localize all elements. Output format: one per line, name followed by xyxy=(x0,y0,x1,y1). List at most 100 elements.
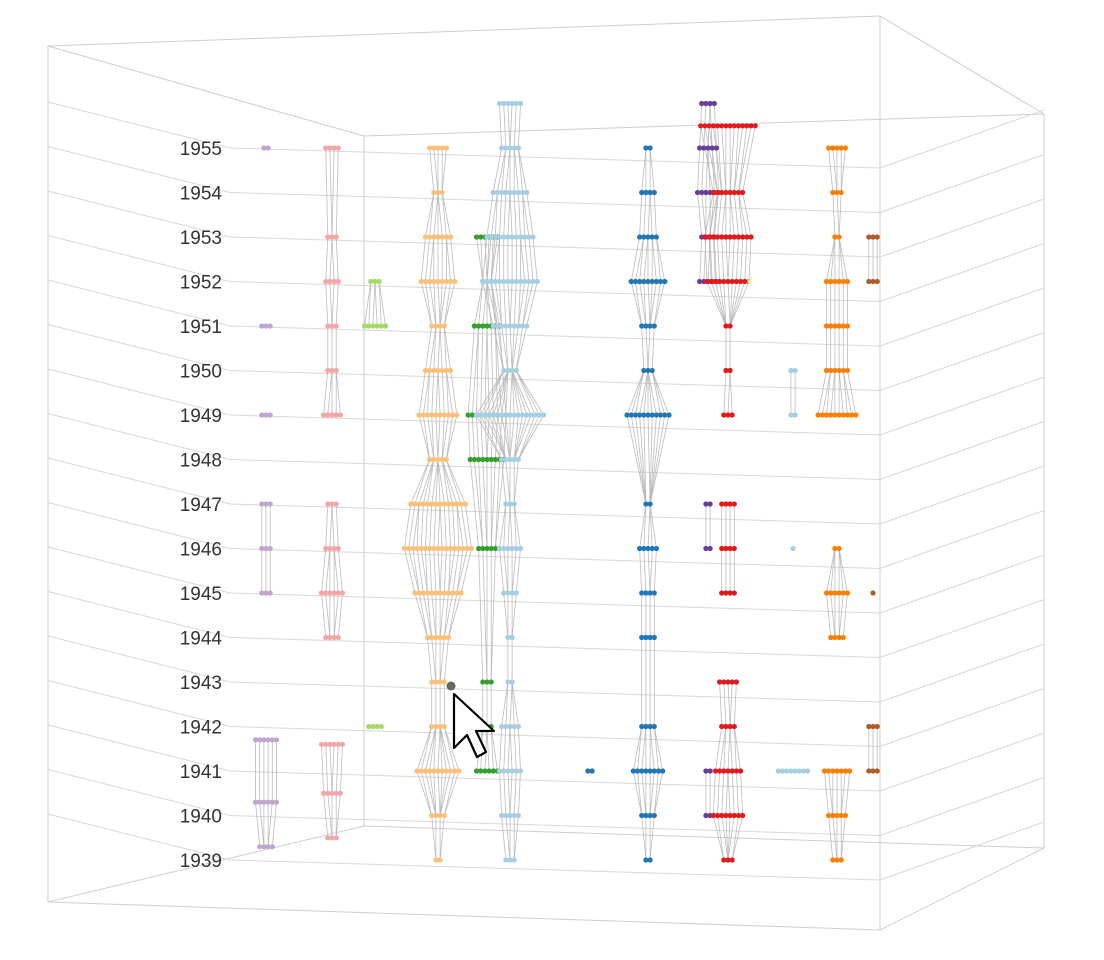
cluster-point[interactable] xyxy=(655,768,662,774)
cluster-point[interactable] xyxy=(838,189,844,196)
cluster-point[interactable] xyxy=(467,456,473,463)
cluster-point[interactable] xyxy=(273,737,280,743)
cluster-point[interactable] xyxy=(335,278,341,285)
cluster-point[interactable] xyxy=(796,768,802,774)
cluster-point[interactable] xyxy=(492,234,498,240)
cluster-point[interactable] xyxy=(870,768,876,774)
cluster-point[interactable] xyxy=(370,723,376,730)
cluster-point[interactable] xyxy=(744,234,750,240)
cluster-point[interactable] xyxy=(515,323,522,329)
cluster-point[interactable] xyxy=(333,367,339,374)
cluster-point[interactable] xyxy=(703,189,709,196)
cluster-point[interactable] xyxy=(870,234,876,240)
cluster-point[interactable] xyxy=(647,323,653,329)
cluster-point[interactable] xyxy=(454,590,460,596)
cluster-point[interactable] xyxy=(520,412,526,418)
cluster-point[interactable] xyxy=(439,367,445,374)
cluster-point[interactable] xyxy=(431,234,437,240)
cluster-point[interactable] xyxy=(494,323,500,329)
cluster-point[interactable] xyxy=(252,799,259,805)
cluster-point[interactable] xyxy=(699,100,705,107)
cluster-point[interactable] xyxy=(530,278,536,285)
cluster-point[interactable] xyxy=(647,768,653,774)
cluster-point[interactable] xyxy=(710,189,716,196)
cluster-point[interactable] xyxy=(645,412,651,418)
cluster-point[interactable] xyxy=(414,545,420,552)
cluster-point[interactable] xyxy=(840,278,846,285)
cluster-point[interactable] xyxy=(323,741,329,747)
cluster-point[interactable] xyxy=(723,545,729,552)
cluster-point[interactable] xyxy=(703,768,709,774)
cluster-point[interactable] xyxy=(694,189,701,196)
cluster-point[interactable] xyxy=(501,100,507,107)
cluster-point[interactable] xyxy=(448,545,454,552)
cluster-point[interactable] xyxy=(488,234,494,240)
cluster-point[interactable] xyxy=(435,145,441,151)
cluster-point[interactable] xyxy=(748,234,754,240)
cluster-point[interactable] xyxy=(429,723,435,730)
cluster-point[interactable] xyxy=(740,812,746,819)
cluster-point[interactable] xyxy=(503,812,509,819)
cluster-point[interactable] xyxy=(473,768,480,774)
cluster-point[interactable] xyxy=(866,278,872,285)
cluster-point[interactable] xyxy=(823,323,830,329)
cluster-point[interactable] xyxy=(727,189,733,196)
cluster-point[interactable] xyxy=(637,412,643,418)
cluster-point[interactable] xyxy=(269,737,275,743)
cluster-point[interactable] xyxy=(452,545,458,552)
cluster-point[interactable] xyxy=(437,812,443,819)
cluster-point[interactable] xyxy=(528,412,534,418)
cluster-point[interactable] xyxy=(828,590,834,596)
cluster-point[interactable] xyxy=(660,768,666,774)
cluster-point[interactable] xyxy=(499,412,505,418)
cluster-point[interactable] xyxy=(725,679,731,685)
cluster-point[interactable] xyxy=(651,634,657,641)
cluster-point[interactable] xyxy=(821,768,828,774)
cluster-point[interactable] xyxy=(439,278,445,285)
cluster-point[interactable] xyxy=(711,100,717,107)
cluster-point[interactable] xyxy=(647,590,653,596)
cluster-point[interactable] xyxy=(830,857,836,863)
cluster-point[interactable] xyxy=(252,737,259,743)
cluster-point[interactable] xyxy=(522,278,528,285)
cluster-point[interactable] xyxy=(823,412,830,418)
cluster-point[interactable] xyxy=(452,768,458,774)
cluster-point[interactable] xyxy=(742,278,748,285)
cluster-point[interactable] xyxy=(443,145,449,151)
cluster-point[interactable] xyxy=(647,634,653,641)
cluster-point[interactable] xyxy=(433,857,439,863)
cluster-point[interactable] xyxy=(647,501,653,507)
cluster-point[interactable] xyxy=(454,412,460,418)
cluster-point[interactable] xyxy=(643,501,649,507)
cluster-point[interactable] xyxy=(666,412,672,418)
cluster-point[interactable] xyxy=(443,278,449,285)
cluster-point[interactable] xyxy=(484,545,490,552)
cluster-point[interactable] xyxy=(731,123,737,129)
cluster-point[interactable] xyxy=(505,545,511,552)
cluster-point[interactable] xyxy=(509,768,515,774)
cluster-point[interactable] xyxy=(437,412,443,418)
cluster-point[interactable] xyxy=(513,545,519,552)
cluster-point[interactable] xyxy=(721,857,727,863)
cluster-point[interactable] xyxy=(717,768,723,774)
cluster-point[interactable] xyxy=(476,456,482,463)
cluster-point[interactable] xyxy=(437,679,443,685)
cluster-point[interactable] xyxy=(433,412,439,418)
cluster-point[interactable] xyxy=(499,456,505,463)
cluster-point[interactable] xyxy=(815,412,821,418)
cluster-point[interactable] xyxy=(406,545,412,552)
cluster-point[interactable] xyxy=(649,412,655,418)
cluster-point[interactable] xyxy=(828,367,834,374)
cluster-point[interactable] xyxy=(429,812,435,819)
cluster-point[interactable] xyxy=(488,456,494,463)
cluster-point[interactable] xyxy=(844,323,851,329)
cluster-point[interactable] xyxy=(431,545,437,552)
cluster-point[interactable] xyxy=(645,367,651,374)
cluster-point[interactable] xyxy=(838,857,844,863)
cluster-point[interactable] xyxy=(828,278,834,285)
cluster-point[interactable] xyxy=(712,278,719,285)
cluster-point[interactable] xyxy=(840,590,846,596)
cluster-point[interactable] xyxy=(509,100,515,107)
cluster-point[interactable] xyxy=(488,679,494,685)
cluster-point[interactable] xyxy=(641,545,647,552)
